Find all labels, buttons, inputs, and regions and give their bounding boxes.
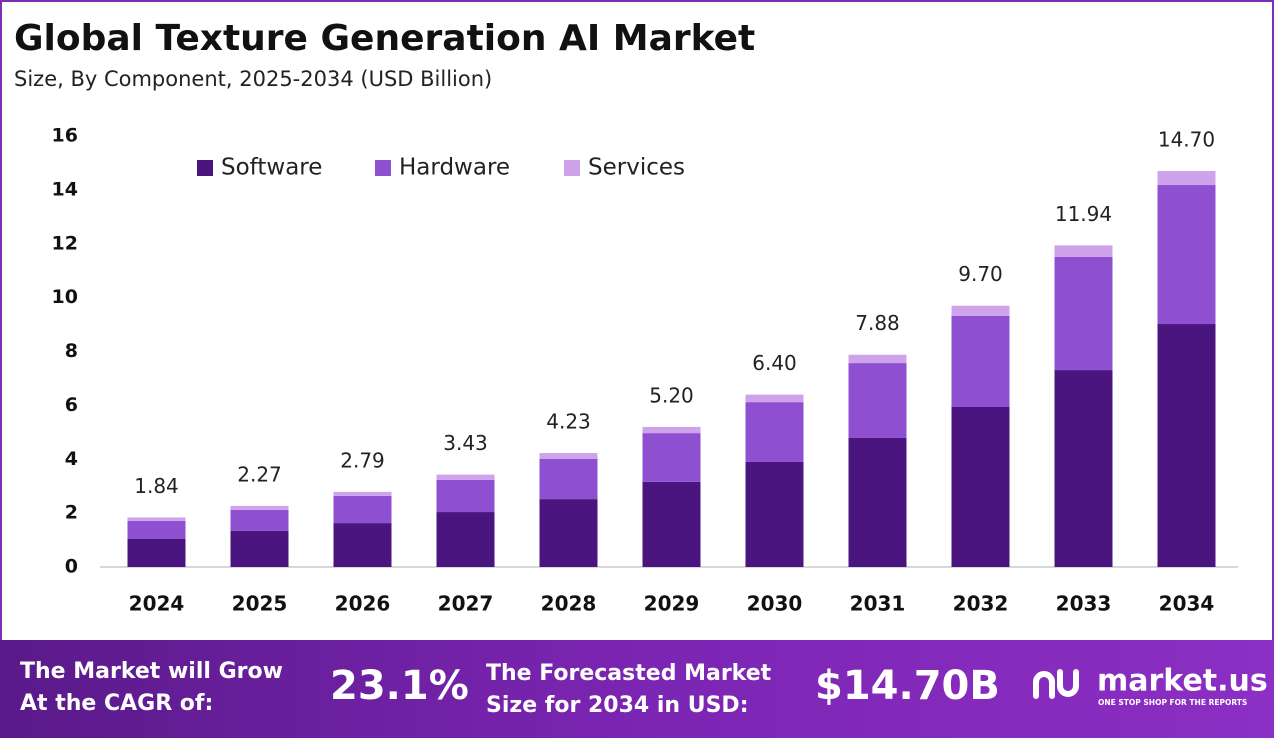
total-label: 3.43 [443, 431, 488, 455]
bar-segment [848, 363, 907, 438]
bar-segment [230, 530, 289, 567]
bar-segment [127, 520, 186, 539]
logo-icon [1033, 669, 1079, 699]
x-tick-label: 2032 [953, 592, 1009, 616]
forecast-text: Size for 2034 in USD: [486, 693, 749, 718]
y-tick-label: 4 [65, 448, 78, 470]
chart-title: Global Texture Generation AI Market [14, 18, 755, 59]
total-label: 2.27 [237, 462, 282, 486]
forecast-text: The Forecasted Market [486, 661, 772, 686]
chart-subtitle: Size, By Component, 2025-2034 (USD Billi… [14, 67, 492, 91]
bar-segment [1054, 370, 1113, 567]
legend-swatch [197, 160, 213, 176]
legend-label: Services [588, 155, 685, 181]
bar-segment [436, 474, 495, 480]
total-label: 1.84 [134, 474, 179, 498]
bar-segment [642, 481, 701, 567]
legend-swatch [564, 160, 580, 176]
bar-segment [333, 523, 392, 567]
total-label: 5.20 [649, 383, 694, 407]
bar-segment [127, 538, 186, 567]
bar-segment [745, 402, 804, 462]
bar-segment [1157, 324, 1216, 567]
bar-segment [333, 491, 392, 496]
bar-segment [1157, 171, 1216, 186]
bar-segment [230, 505, 289, 510]
total-label: 6.40 [752, 351, 797, 375]
cagr-value: 23.1% [330, 663, 469, 709]
bar-segment [539, 458, 598, 500]
bar-segment [436, 512, 495, 567]
x-tick-label: 2028 [541, 592, 597, 616]
y-tick-label: 6 [65, 394, 78, 416]
logo-shape [1057, 669, 1079, 697]
bar-segment [951, 305, 1010, 316]
y-tick-label: 16 [52, 125, 78, 147]
bar-segment [745, 461, 804, 567]
cagr-text: The Market will Grow [20, 659, 283, 684]
bar-segment [848, 437, 907, 567]
legend-label: Software [221, 155, 322, 181]
forecast-value: $14.70B [815, 663, 1000, 709]
y-tick-label: 2 [65, 502, 78, 524]
y-tick-label: 14 [52, 178, 78, 200]
total-label: 14.70 [1158, 128, 1215, 152]
bar-segment [127, 517, 186, 521]
x-tick-label: 2031 [850, 592, 906, 616]
x-tick-label: 2025 [232, 592, 288, 616]
x-tick-label: 2027 [438, 592, 494, 616]
x-tick-label: 2024 [129, 592, 185, 616]
legend-swatch [375, 160, 391, 176]
bar-segment [539, 499, 598, 567]
cagr-text: At the CAGR of: [20, 691, 213, 716]
logo-tagline: ONE STOP SHOP FOR THE REPORTS [1098, 698, 1247, 707]
total-label: 2.79 [340, 448, 385, 472]
bar-segment [539, 453, 598, 459]
bar-segment [436, 479, 495, 513]
total-label: 9.70 [958, 262, 1003, 286]
bar-segment [848, 354, 907, 364]
x-tick-label: 2033 [1056, 592, 1112, 616]
bar-segment [745, 394, 804, 403]
bar-segment [1054, 256, 1113, 371]
y-tick-label: 8 [65, 340, 78, 362]
bar-segment [333, 495, 392, 524]
y-tick-label: 0 [65, 556, 78, 578]
legend-label: Hardware [399, 155, 510, 181]
total-label: 7.88 [855, 311, 900, 335]
x-tick-label: 2034 [1159, 592, 1215, 616]
plot: 0 2 4 6 8 10 12 14 16 Software Hardware Services 1.8… [52, 125, 1238, 616]
bar-segment [230, 509, 289, 531]
bar-segment [951, 315, 1010, 407]
bar-segment [1054, 245, 1113, 257]
bar-segment [951, 406, 1010, 567]
footer-band [0, 640, 1274, 738]
bar-segment [642, 426, 701, 434]
x-tick-label: 2026 [335, 592, 391, 616]
total-label: 4.23 [546, 410, 591, 434]
y-tick-label: 10 [52, 286, 78, 308]
bar-segment [642, 433, 701, 482]
logo-shape [1033, 671, 1055, 699]
logo-text: market.us [1097, 664, 1268, 699]
y-tick-label: 12 [52, 232, 78, 254]
x-tick-label: 2029 [644, 592, 700, 616]
x-tick-label: 2030 [747, 592, 803, 616]
total-label: 11.94 [1055, 202, 1112, 226]
bar-segment [1157, 185, 1216, 325]
